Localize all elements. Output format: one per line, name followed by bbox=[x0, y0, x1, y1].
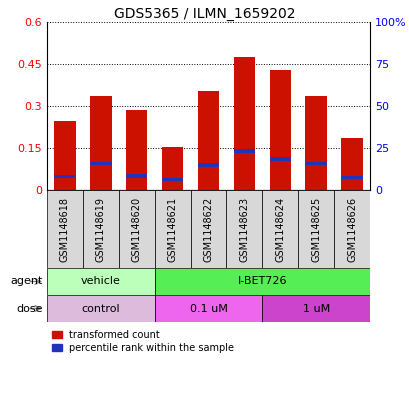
Text: GSM1148626: GSM1148626 bbox=[346, 196, 356, 262]
Bar bbox=[197, 91, 219, 190]
Bar bbox=[47, 190, 83, 268]
Bar bbox=[233, 57, 254, 190]
Bar bbox=[297, 190, 333, 268]
Bar bbox=[340, 176, 362, 179]
Text: GSM1148619: GSM1148619 bbox=[96, 196, 106, 261]
Bar bbox=[47, 268, 154, 295]
Bar bbox=[197, 163, 219, 167]
Text: GSM1148622: GSM1148622 bbox=[203, 196, 213, 262]
Bar bbox=[305, 96, 326, 190]
Bar bbox=[154, 295, 262, 322]
Text: GSM1148618: GSM1148618 bbox=[60, 196, 70, 261]
Bar bbox=[262, 295, 369, 322]
Bar bbox=[126, 174, 147, 178]
Bar bbox=[119, 190, 154, 268]
Bar bbox=[190, 190, 226, 268]
Text: 0.1 uM: 0.1 uM bbox=[189, 303, 227, 314]
Text: GSM1148620: GSM1148620 bbox=[131, 196, 142, 262]
Text: GSM1148624: GSM1148624 bbox=[274, 196, 285, 262]
Bar bbox=[226, 190, 262, 268]
Text: control: control bbox=[81, 303, 120, 314]
Text: vehicle: vehicle bbox=[81, 277, 121, 286]
Bar bbox=[305, 162, 326, 165]
Text: GSM1148623: GSM1148623 bbox=[239, 196, 249, 262]
Bar bbox=[262, 190, 297, 268]
Bar bbox=[54, 175, 76, 178]
Bar bbox=[269, 70, 290, 190]
Text: GDS5365 / ILMN_1659202: GDS5365 / ILMN_1659202 bbox=[114, 7, 295, 20]
Bar bbox=[162, 147, 183, 190]
Bar bbox=[126, 110, 147, 190]
Bar bbox=[269, 157, 290, 161]
Bar bbox=[154, 268, 369, 295]
Bar bbox=[340, 138, 362, 190]
Text: I-BET726: I-BET726 bbox=[237, 277, 286, 286]
Text: GSM1148625: GSM1148625 bbox=[310, 196, 320, 262]
Bar bbox=[162, 178, 183, 181]
Bar bbox=[233, 149, 254, 152]
Bar bbox=[333, 190, 369, 268]
Bar bbox=[90, 162, 111, 165]
Bar bbox=[154, 190, 190, 268]
Bar bbox=[47, 295, 154, 322]
Text: agent: agent bbox=[11, 277, 43, 286]
Legend: transformed count, percentile rank within the sample: transformed count, percentile rank withi… bbox=[52, 330, 234, 353]
Bar bbox=[90, 96, 111, 190]
Bar bbox=[54, 121, 76, 190]
Text: dose: dose bbox=[16, 303, 43, 314]
Text: GSM1148621: GSM1148621 bbox=[167, 196, 177, 262]
Bar bbox=[83, 190, 119, 268]
Text: 1 uM: 1 uM bbox=[302, 303, 329, 314]
